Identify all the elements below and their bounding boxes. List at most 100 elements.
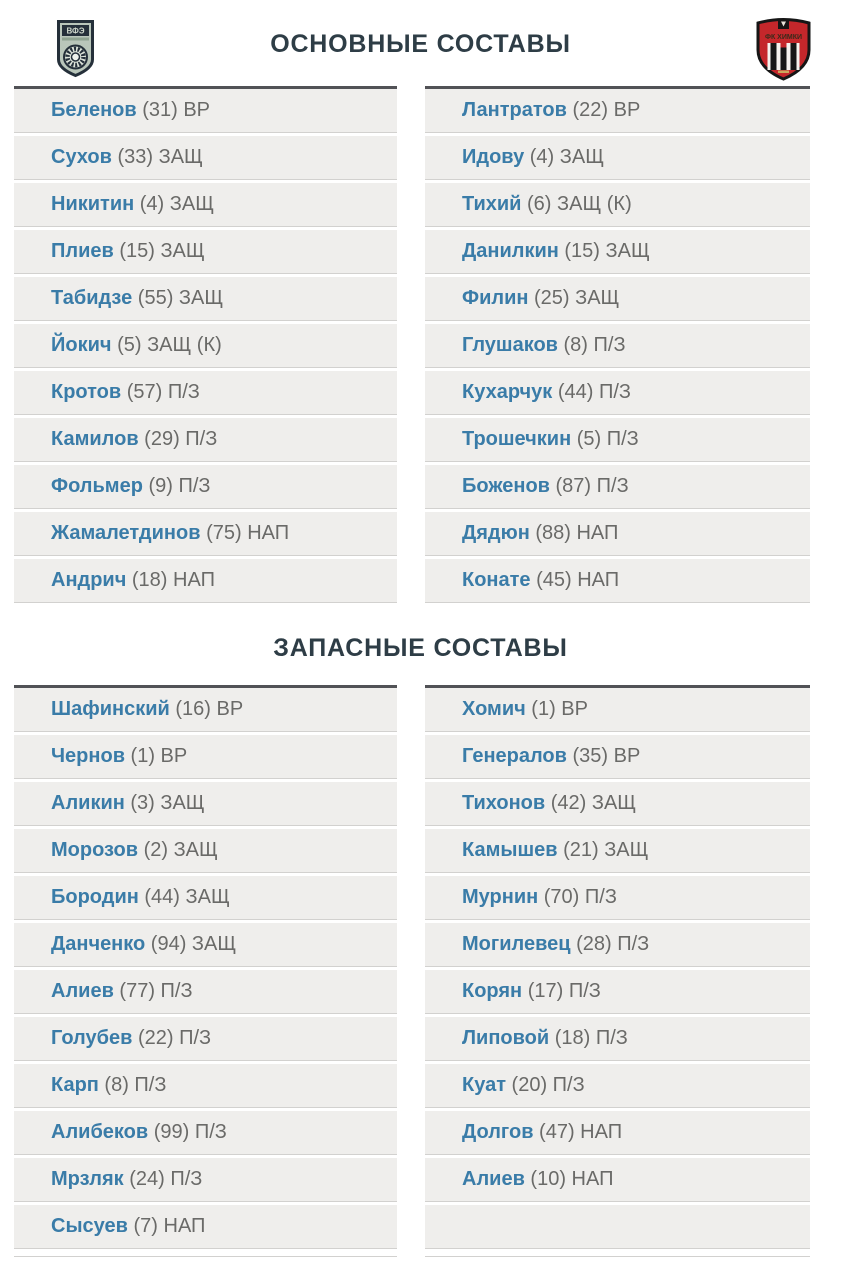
reserves-home-column: Шафинский (16) ВР Чернов (1) ВР Аликин (3)… <box>14 685 397 1257</box>
player-number-position: (20) П/З <box>505 1074 585 1096</box>
player-number-position: (4) ЗАЩ <box>524 146 604 168</box>
player-number-position: (24) П/З <box>123 1168 203 1190</box>
player-number-position: (5) ЗАЩ (К) <box>111 334 222 356</box>
player-number-position: (22) ВР <box>566 99 641 121</box>
player-row: Сысуев (7) НАП <box>14 1205 397 1249</box>
player-name: Морозов <box>51 839 139 861</box>
player-name: Липовой <box>462 1027 550 1049</box>
player-row: Кротов (57) П/З <box>14 371 397 415</box>
player-row: Корян (17) П/З <box>425 970 810 1014</box>
player-number-position: (55) ЗАЩ <box>132 287 224 309</box>
player-name: Мрзляк <box>51 1168 124 1190</box>
player-row: Данилкин (15) ЗАЩ <box>425 230 810 274</box>
player-row: Андрич (18) НАП <box>14 559 397 603</box>
player-number-position: (94) ЗАЩ <box>145 933 237 955</box>
player-name: Корян <box>462 980 523 1002</box>
main-lineups-header: ВФЭ ОСНОВНЫЕ СОСТАВЫ ФК ХИМКИ <box>0 0 841 86</box>
player-number-position: (75) НАП <box>200 522 290 544</box>
player-row: Тихий (6) ЗАЩ (К) <box>425 183 810 227</box>
empty-row <box>425 1205 810 1249</box>
player-name: Сухов <box>51 146 112 168</box>
player-name: Трошечкин <box>462 428 572 450</box>
reserves-away-column: Хомич (1) ВР Генералов (35) ВР Тихонов (42… <box>425 685 810 1257</box>
player-number-position: (15) ЗАЩ <box>558 240 650 262</box>
player-row: Алиев (10) НАП <box>425 1158 810 1202</box>
player-row: Трошечкин (5) П/З <box>425 418 810 462</box>
player-name: Хомич <box>462 698 526 720</box>
player-name: Мурнин <box>462 886 539 908</box>
player-name: Беленов <box>51 99 137 121</box>
player-row: Сухов (33) ЗАЩ <box>14 136 397 180</box>
player-number-position: (4) ЗАЩ <box>134 193 214 215</box>
player-row: Лантратов (22) ВР <box>425 89 810 133</box>
reserves-header: ЗАПАСНЫЕ СОСТАВЫ <box>0 634 841 685</box>
main-home-column: Беленов (31) ВР Сухов (33) ЗАЩ Никитин (4)… <box>14 86 397 606</box>
player-row: Мрзляк (24) П/З <box>14 1158 397 1202</box>
player-name: Данченко <box>51 933 146 955</box>
player-name: Аликин <box>51 792 125 814</box>
player-name: Алиев <box>462 1168 525 1190</box>
player-number-position: (28) П/З <box>570 933 650 955</box>
player-name: Шафинский <box>51 698 170 720</box>
player-row: Чернов (1) ВР <box>14 735 397 779</box>
player-name: Алибеков <box>51 1121 149 1143</box>
home-team-crest-icon: ВФЭ <box>56 19 95 78</box>
player-number-position: (18) НАП <box>126 569 215 591</box>
player-number-position: (35) ВР <box>566 745 641 767</box>
player-number-position: (22) П/З <box>132 1027 212 1049</box>
player-name: Камышев <box>462 839 558 861</box>
spacer <box>0 606 841 634</box>
player-row: Данченко (94) ЗАЩ <box>14 923 397 967</box>
player-row: Фольмер (9) П/З <box>14 465 397 509</box>
player-name: Карп <box>51 1074 99 1096</box>
player-row: Дядюн (88) НАП <box>425 512 810 556</box>
player-row: Йокич (5) ЗАЩ (К) <box>14 324 397 368</box>
player-number-position: (6) ЗАЩ (К) <box>521 193 632 215</box>
player-name: Данилкин <box>462 240 559 262</box>
player-number-position: (5) П/З <box>571 428 639 450</box>
player-name: Могилевец <box>462 933 571 955</box>
player-row: Липовой (18) П/З <box>425 1017 810 1061</box>
player-name: Генералов <box>462 745 567 767</box>
player-row: Тихонов (42) ЗАЩ <box>425 782 810 826</box>
player-name: Голубев <box>51 1027 133 1049</box>
player-row: Алиев (77) П/З <box>14 970 397 1014</box>
player-row: Табидзе (55) ЗАЩ <box>14 277 397 321</box>
reserves-table: Шафинский (16) ВР Чернов (1) ВР Аликин (3)… <box>0 685 841 1257</box>
player-row: Филин (25) ЗАЩ <box>425 277 810 321</box>
player-row: Камилов (29) П/З <box>14 418 397 462</box>
player-name: Глушаков <box>462 334 558 356</box>
player-row: Куат (20) П/З <box>425 1064 810 1108</box>
player-name: Идову <box>462 146 525 168</box>
player-number-position: (88) НАП <box>529 522 619 544</box>
player-number-position: (57) П/З <box>121 381 200 403</box>
player-name: Конате <box>462 569 531 591</box>
player-name: Дядюн <box>462 522 530 544</box>
player-number-position: (99) П/З <box>148 1121 227 1143</box>
player-name: Жамалетдинов <box>51 522 201 544</box>
player-name: Филин <box>462 287 529 309</box>
player-row: Бородин (44) ЗАЩ <box>14 876 397 920</box>
player-row: Жамалетдинов (75) НАП <box>14 512 397 556</box>
player-row: Долгов (47) НАП <box>425 1111 810 1155</box>
player-row: Шафинский (16) ВР <box>14 688 397 732</box>
player-number-position: (10) НАП <box>524 1168 614 1190</box>
player-name: Тихонов <box>462 792 546 814</box>
away-team-crest-icon: ФК ХИМКИ <box>754 15 813 82</box>
main-away-column: Лантратов (22) ВР Идову (4) ЗАЩ Тихий (6) … <box>425 86 810 606</box>
cutoff-separator <box>14 1256 397 1257</box>
player-row: Камышев (21) ЗАЩ <box>425 829 810 873</box>
player-number-position: (44) П/З <box>552 381 631 403</box>
cutoff-separator <box>425 1256 810 1257</box>
player-row: Плиев (15) ЗАЩ <box>14 230 397 274</box>
player-row: Алибеков (99) П/З <box>14 1111 397 1155</box>
player-row: Хомич (1) ВР <box>425 688 810 732</box>
player-row: Могилевец (28) П/З <box>425 923 810 967</box>
player-name: Долгов <box>462 1121 534 1143</box>
player-row: Голубев (22) П/З <box>14 1017 397 1061</box>
player-row: Конате (45) НАП <box>425 559 810 603</box>
main-lineups-title: ОСНОВНЫЕ СОСТАВЫ <box>270 30 571 58</box>
player-number-position: (21) ЗАЩ <box>557 839 649 861</box>
player-row: Никитин (4) ЗАЩ <box>14 183 397 227</box>
player-row: Глушаков (8) П/З <box>425 324 810 368</box>
